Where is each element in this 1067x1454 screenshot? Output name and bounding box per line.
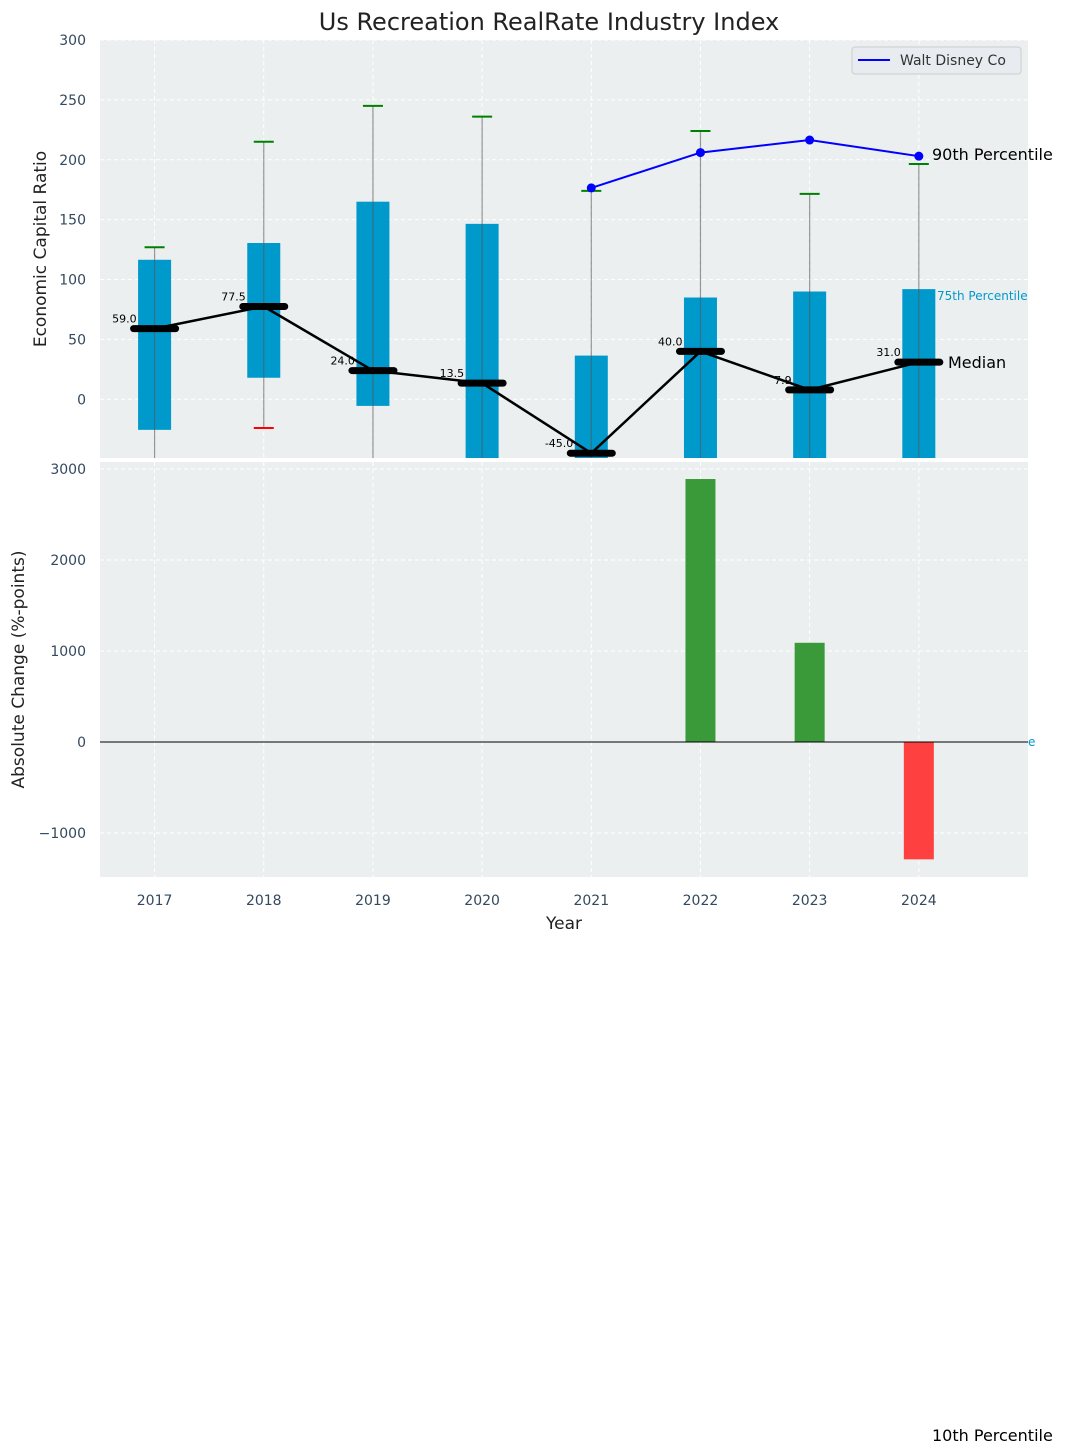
p90-annotation: 90th Percentile bbox=[932, 145, 1053, 164]
median-label: 77.5 bbox=[221, 290, 246, 303]
x-tick-label: 2019 bbox=[355, 893, 391, 909]
p25-annotation-fragment: e bbox=[1028, 735, 1035, 749]
y-tick-label: 2000 bbox=[50, 553, 86, 569]
bottom-plot-area bbox=[100, 462, 1028, 877]
y-tick-label: 250 bbox=[59, 93, 86, 109]
median-annotation: Median bbox=[948, 353, 1006, 372]
x-tick-label: 2023 bbox=[792, 893, 828, 909]
y-tick-label: 200 bbox=[59, 153, 86, 169]
y-axis-label-top: Economic Capital Ratio bbox=[31, 151, 51, 347]
disney-point bbox=[586, 183, 596, 193]
y-tick-label: 3000 bbox=[50, 462, 86, 478]
chart-title: Us Recreation RealRate Industry Index bbox=[319, 8, 780, 36]
y-tick-label: 0 bbox=[77, 392, 86, 408]
median-label: 24.0 bbox=[330, 355, 355, 368]
y-tick-label: 150 bbox=[59, 213, 86, 229]
y-tick-label: 300 bbox=[59, 33, 86, 49]
x-tick-label: 2024 bbox=[901, 893, 937, 909]
median-line bbox=[154, 305, 920, 455]
disney-line bbox=[590, 139, 919, 189]
x-tick-label: 2018 bbox=[246, 893, 282, 909]
top-plot bbox=[100, 40, 1028, 458]
legend-box bbox=[851, 46, 1022, 75]
x-tick-label: 2021 bbox=[573, 893, 609, 909]
y-axis-label-bottom: Absolute Change (%-points) bbox=[9, 551, 29, 789]
median-label: 31.0 bbox=[876, 346, 901, 359]
median-label: 59.0 bbox=[112, 313, 137, 326]
top-plot-area bbox=[100, 40, 1028, 458]
x-tick-label: 2022 bbox=[683, 893, 719, 909]
x-axis-label: Year bbox=[545, 914, 582, 934]
p75-annotation: 75th Percentile bbox=[937, 289, 1028, 303]
legend-label: Walt Disney Co bbox=[900, 53, 1006, 69]
p10-annotation: 10th Percentile bbox=[932, 1426, 1053, 1445]
median-label: 40.0 bbox=[658, 335, 683, 348]
y-tick-label: 100 bbox=[59, 273, 86, 289]
change-bar bbox=[903, 741, 934, 860]
y-tick-label: −1000 bbox=[39, 826, 86, 842]
disney-point bbox=[805, 135, 815, 145]
y-tick-label: 0 bbox=[77, 735, 86, 751]
median-label: 13.5 bbox=[440, 367, 465, 380]
disney-point bbox=[695, 148, 705, 158]
disney-point bbox=[914, 151, 924, 161]
y-tick-label: 50 bbox=[68, 332, 86, 348]
y-tick-label: 1000 bbox=[50, 644, 86, 660]
x-tick-label: 2017 bbox=[137, 893, 173, 909]
change-bar bbox=[685, 479, 716, 742]
change-bar bbox=[794, 642, 825, 742]
legend: Walt Disney Co bbox=[851, 46, 1022, 75]
median-label: -45.0 bbox=[545, 437, 573, 450]
x-tick-label: 2020 bbox=[464, 893, 500, 909]
median-label: 7.9 bbox=[774, 374, 792, 387]
